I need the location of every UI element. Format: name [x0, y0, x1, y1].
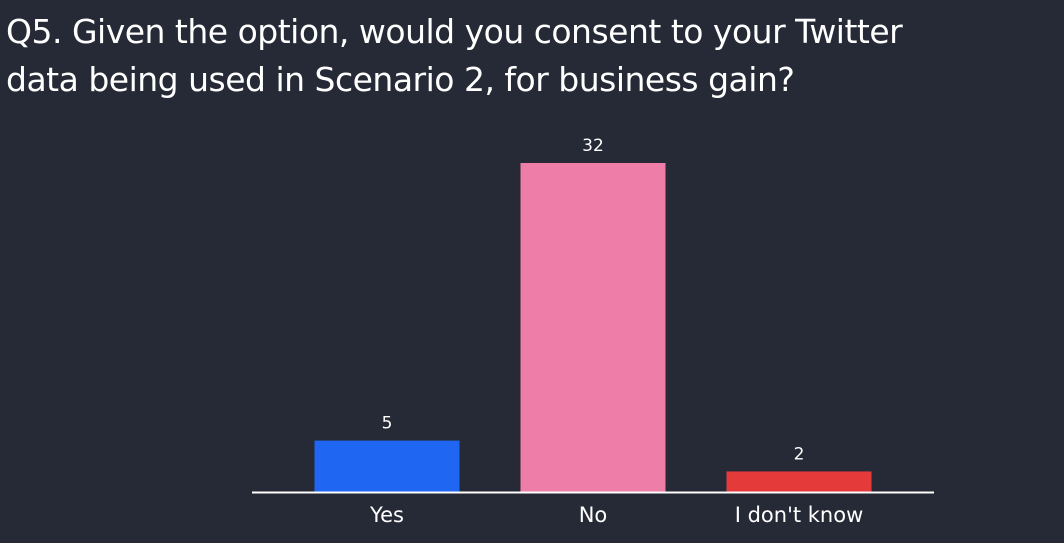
chart-title: Q5. Given the option, would you consent … — [6, 8, 1046, 104]
value-label-yes: 5 — [382, 414, 393, 434]
category-label-no: No — [579, 503, 608, 527]
bar-yes — [314, 440, 460, 492]
chart-title-line-1: Q5. Given the option, would you consent … — [6, 12, 903, 51]
bars-layer — [314, 163, 872, 492]
value-labels-layer: 5 32 2 — [382, 136, 805, 464]
category-label-i-don-t-know: I don't know — [735, 503, 864, 527]
bar-i-don-t-know — [726, 471, 872, 492]
bar-no — [520, 163, 666, 492]
value-label-i-don-t-know: 2 — [794, 444, 805, 464]
category-labels-layer: Yes No I don't know — [369, 503, 863, 527]
chart-title-line-2: data being used in Scenario 2, for busin… — [6, 60, 795, 99]
value-label-no: 32 — [582, 136, 604, 156]
category-label-yes: Yes — [369, 503, 404, 527]
